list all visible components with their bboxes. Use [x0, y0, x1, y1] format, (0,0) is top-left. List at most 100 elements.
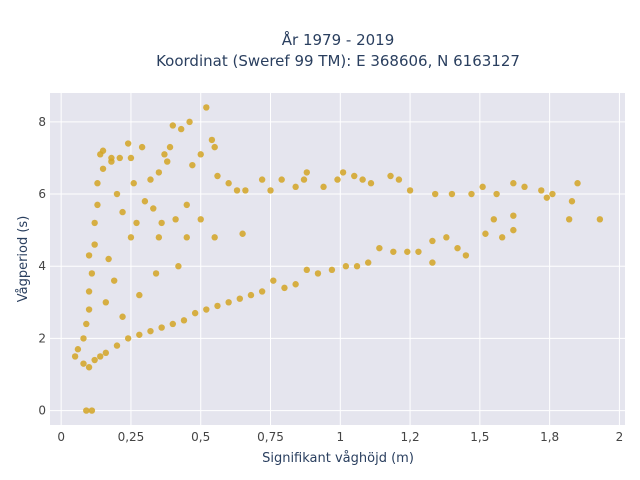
data-point [211, 234, 218, 241]
data-point [443, 234, 450, 241]
data-point [169, 320, 177, 328]
data-point [91, 241, 98, 248]
data-point [147, 176, 154, 183]
data-point [482, 230, 489, 237]
data-point [99, 165, 107, 172]
data-point [468, 190, 475, 198]
data-point [158, 324, 165, 331]
data-point [415, 248, 422, 255]
x-tick-label: 0 [57, 430, 65, 444]
data-point [214, 302, 221, 310]
data-point [91, 219, 98, 227]
data-point [429, 237, 436, 245]
data-point [543, 194, 551, 201]
data-point [521, 183, 528, 191]
data-point [177, 125, 185, 133]
data-point [510, 212, 517, 219]
x-tick-label: 0,25 [118, 430, 145, 444]
data-point [85, 252, 93, 259]
data-point [568, 198, 576, 205]
data-point [314, 270, 322, 277]
data-point [233, 187, 241, 194]
data-point [328, 266, 336, 274]
data-point [300, 176, 308, 183]
data-point [85, 306, 93, 313]
data-point [186, 118, 193, 126]
data-point [191, 309, 199, 317]
x-axis-title: Signifikant våghöjd (m) [262, 451, 414, 466]
data-point [214, 172, 221, 180]
data-point [574, 180, 581, 187]
chart-subtitle: Koordinat (Sweref 99 TM): E 368606, N 61… [156, 52, 520, 70]
x-tick-label: 0,5 [191, 430, 210, 444]
data-point [565, 216, 573, 223]
data-point [116, 154, 123, 162]
data-point [127, 234, 135, 241]
data-point [448, 190, 456, 198]
data-point [429, 259, 436, 266]
data-point [479, 183, 486, 191]
data-point [85, 364, 93, 371]
x-tick-label: 1,2 [401, 430, 420, 444]
y-axis-title: Vågperiod (s) [16, 216, 31, 303]
data-point [80, 335, 87, 342]
data-point [292, 183, 299, 191]
data-point [110, 277, 118, 284]
data-point [493, 190, 500, 198]
data-point [498, 234, 506, 241]
data-point [376, 244, 383, 252]
data-point [105, 255, 112, 263]
data-point [596, 216, 604, 223]
data-point [247, 291, 255, 299]
data-point [197, 151, 204, 158]
data-point [303, 169, 310, 176]
data-point [166, 143, 174, 151]
data-point [175, 263, 182, 270]
data-point [88, 270, 96, 277]
data-point [281, 284, 288, 292]
x-tick-label: 1,8 [540, 430, 559, 444]
data-point [141, 198, 149, 205]
data-point [203, 306, 210, 313]
data-point [124, 335, 132, 342]
data-point [91, 356, 98, 364]
x-tick-label: 1,5 [470, 430, 489, 444]
data-point [127, 154, 135, 162]
data-point [242, 187, 249, 194]
data-point [124, 140, 132, 147]
data-point [334, 176, 341, 183]
data-point [320, 183, 327, 191]
y-tick-label: 4 [38, 259, 46, 273]
data-point [155, 234, 163, 241]
data-point [225, 299, 232, 306]
data-point [258, 176, 266, 183]
y-tick-label: 8 [38, 115, 46, 129]
data-point [353, 263, 361, 270]
data-point [155, 169, 163, 176]
data-point [454, 244, 461, 252]
data-point [406, 187, 414, 194]
data-point [94, 180, 101, 187]
data-point [130, 180, 137, 187]
data-point [161, 151, 168, 158]
x-tick-label: 1 [336, 430, 344, 444]
data-point [351, 172, 358, 180]
data-point [211, 143, 218, 151]
data-point [152, 270, 160, 277]
data-point [147, 327, 154, 335]
data-point [395, 176, 403, 183]
data-point [390, 248, 397, 255]
grid-lines [50, 93, 625, 425]
data-point [119, 208, 126, 216]
plot-background [50, 93, 625, 425]
data-point [431, 190, 439, 198]
data-point [158, 219, 165, 227]
data-point [270, 277, 277, 284]
data-point [71, 353, 79, 360]
data-point [367, 180, 375, 187]
data-point [258, 288, 266, 295]
data-point [136, 291, 143, 299]
data-point [180, 317, 188, 324]
data-point [97, 353, 104, 360]
